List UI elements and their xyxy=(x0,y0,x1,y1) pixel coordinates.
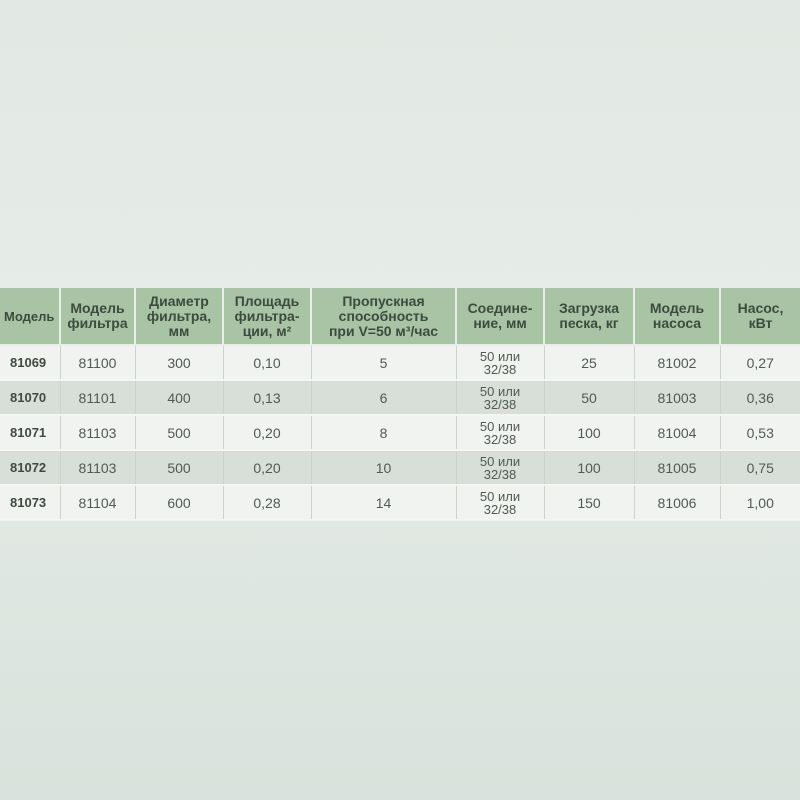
cell-area: 0,13 xyxy=(223,380,312,416)
header-connection: Соедине-ние, мм xyxy=(456,288,545,346)
cell-diameter: 400 xyxy=(135,380,224,416)
header-sand-load: Загрузка песка, кг xyxy=(544,288,635,346)
table-row: 81069 81100 300 0,10 5 50 или 32/38 25 81… xyxy=(0,345,800,381)
header-filter-diameter: Диаметр фильтра, мм xyxy=(135,288,224,346)
cell-diameter: 600 xyxy=(135,485,224,521)
header-pump-model: Модель насоса xyxy=(634,288,721,346)
table-row: 81070 81101 400 0,13 6 50 или 32/38 50 81… xyxy=(0,380,800,416)
cell-sand: 150 xyxy=(544,485,635,521)
cell-connection: 50 или 32/38 xyxy=(456,415,545,451)
header-row: Модель Модель фильтра Диаметр фильтра, мм П… xyxy=(0,288,800,346)
cell-connection: 50 или 32/38 xyxy=(456,450,545,486)
cell-filter-model: 81103 xyxy=(60,415,136,451)
cell-throughput: 14 xyxy=(311,485,457,521)
cell-diameter: 300 xyxy=(135,345,224,381)
cell-pump-model: 81004 xyxy=(634,415,721,451)
cell-filter-model: 81101 xyxy=(60,380,136,416)
cell-sand: 25 xyxy=(544,345,635,381)
cell-power: 0,27 xyxy=(720,345,800,381)
cell-pump-model: 81005 xyxy=(634,450,721,486)
cell-filter-model: 81104 xyxy=(60,485,136,521)
cell-sand: 100 xyxy=(544,415,635,451)
cell-area: 0,20 xyxy=(223,450,312,486)
cell-area: 0,28 xyxy=(223,485,312,521)
cell-model: 81073 xyxy=(0,485,61,521)
cell-area: 0,20 xyxy=(223,415,312,451)
table-row: 81071 81103 500 0,20 8 50 или 32/38 100 8… xyxy=(0,415,800,451)
cell-pump-model: 81003 xyxy=(634,380,721,416)
header-pump-power: Насос, кВт xyxy=(720,288,800,346)
cell-sand: 100 xyxy=(544,450,635,486)
cell-diameter: 500 xyxy=(135,450,224,486)
cell-pump-model: 81006 xyxy=(634,485,721,521)
cell-throughput: 5 xyxy=(311,345,457,381)
table-row: 81073 81104 600 0,28 14 50 или 32/38 150 … xyxy=(0,485,800,521)
cell-throughput: 10 xyxy=(311,450,457,486)
cell-diameter: 500 xyxy=(135,415,224,451)
cell-area: 0,10 xyxy=(223,345,312,381)
header-filtration-area: Площадь фильтра-ции, м² xyxy=(223,288,312,346)
cell-filter-model: 81103 xyxy=(60,450,136,486)
header-throughput: Пропускная способность при V=50 м³/час xyxy=(311,288,457,346)
cell-model: 81071 xyxy=(0,415,61,451)
header-filter-model: Модель фильтра xyxy=(60,288,136,346)
cell-power: 0,53 xyxy=(720,415,800,451)
table-row: 81072 81103 500 0,20 10 50 или 32/38 100 … xyxy=(0,450,800,486)
cell-throughput: 8 xyxy=(311,415,457,451)
cell-model: 81069 xyxy=(0,345,61,381)
cell-throughput: 6 xyxy=(311,380,457,416)
cell-model: 81070 xyxy=(0,380,61,416)
cell-sand: 50 xyxy=(544,380,635,416)
cell-connection: 50 или 32/38 xyxy=(456,380,545,416)
cell-power: 1,00 xyxy=(720,485,800,521)
specs-sheet: Модель Модель фильтра Диаметр фильтра, мм П… xyxy=(0,288,800,521)
cell-model: 81072 xyxy=(0,450,61,486)
header-model: Модель xyxy=(0,288,61,346)
cell-power: 0,75 xyxy=(720,450,800,486)
cell-connection: 50 или 32/38 xyxy=(456,345,545,381)
cell-connection: 50 или 32/38 xyxy=(456,485,545,521)
cell-power: 0,36 xyxy=(720,380,800,416)
specs-table: Модель Модель фильтра Диаметр фильтра, мм П… xyxy=(0,288,800,521)
cell-pump-model: 81002 xyxy=(634,345,721,381)
cell-filter-model: 81100 xyxy=(60,345,136,381)
